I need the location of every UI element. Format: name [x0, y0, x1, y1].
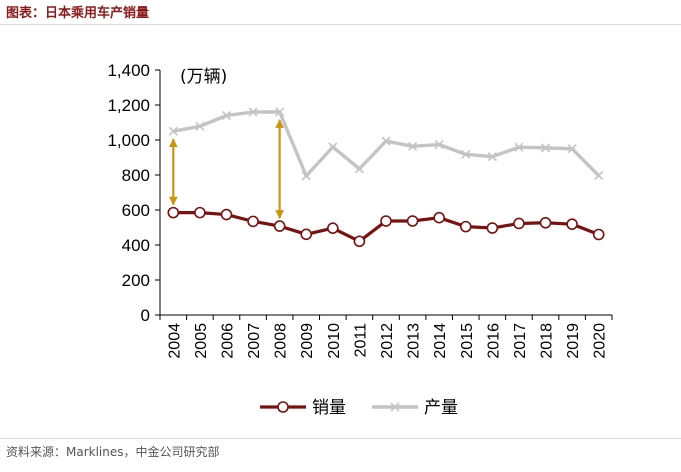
- y-tick-label: 0: [141, 306, 150, 325]
- production-point: [328, 142, 338, 152]
- chart-axes: 0 200 400 600 800 1,000 1,200 1,400 2004 2005 2006…: [107, 61, 613, 359]
- sales-point: [433, 211, 445, 224]
- production-marker-stroke: [168, 126, 178, 136]
- production-marker-stroke: [540, 143, 551, 153]
- x-tick-label: 2018: [539, 323, 556, 359]
- y-tick-label: 600: [122, 201, 150, 220]
- x-tick-label: 2014: [432, 323, 449, 359]
- sales-point: [592, 228, 605, 241]
- sales-point: [459, 220, 472, 233]
- x-tick-label: 2013: [406, 323, 423, 359]
- production-point: [487, 152, 497, 162]
- production-marker-stroke: [195, 121, 205, 131]
- chart-legend: 销量 产量: [260, 398, 458, 418]
- legend-sales-label: 销量: [312, 398, 346, 418]
- y-axis-unit-label: (万辆): [180, 67, 227, 87]
- sales-point: [513, 217, 525, 230]
- x-tick-label: 2011: [352, 323, 369, 358]
- production-marker-stroke: [248, 107, 258, 117]
- production-point: [195, 121, 205, 131]
- y-tick-label: 800: [122, 166, 150, 185]
- production-point: [381, 136, 391, 146]
- production-point: [567, 144, 577, 154]
- sales-point: [220, 208, 233, 221]
- sales-point: [566, 218, 578, 230]
- y-tick-label: 1,400: [107, 61, 150, 80]
- y-tick-label: 200: [122, 271, 150, 290]
- sales-point: [327, 222, 339, 234]
- x-tick-label: 2016: [485, 323, 502, 359]
- y-tick-label: 400: [122, 236, 150, 255]
- figure-title: 图表：日本乘用车产销量: [6, 6, 150, 21]
- sales-point: [380, 215, 392, 227]
- production-marker-stroke: [275, 107, 285, 117]
- sales-point: [353, 235, 366, 248]
- sales-point: [406, 215, 419, 227]
- chart-series: [167, 107, 605, 248]
- x-tick-label: 2005: [193, 323, 210, 359]
- line-chart: 0 200 400 600 800 1,000 1,200 1,400 2004 2005 2006…: [107, 61, 613, 418]
- production-marker-stroke: [354, 164, 364, 174]
- legend-production-marker: [390, 402, 400, 412]
- production-point: [514, 142, 524, 152]
- production-point: [301, 171, 311, 181]
- production-point: [461, 149, 471, 159]
- x-tick-label: 2012: [379, 323, 396, 359]
- production-marker-stroke: [594, 170, 604, 181]
- production-marker-stroke: [567, 144, 577, 154]
- x-tick-label: 2006: [219, 323, 236, 359]
- production-point: [408, 141, 418, 151]
- production-line: [172, 110, 600, 178]
- sales-point: [167, 206, 180, 219]
- x-tick-label: 2020: [592, 323, 609, 359]
- x-tick-label: 2017: [512, 323, 529, 359]
- production-point: [354, 164, 364, 174]
- sales-point: [247, 215, 259, 228]
- x-tick-label: 2004: [166, 323, 183, 359]
- production-point: [594, 170, 604, 181]
- source-note: 资料来源：Marklines，中金公司研究部: [6, 445, 220, 459]
- production-marker-stroke: [221, 110, 232, 121]
- production-marker-stroke: [301, 171, 311, 181]
- production-point: [434, 139, 444, 150]
- x-tick-label: 2019: [565, 323, 582, 359]
- x-tick-label: 2007: [246, 323, 263, 359]
- sales-point: [300, 228, 313, 241]
- sales-point: [486, 222, 499, 234]
- production-marker-stroke: [514, 142, 524, 152]
- x-tick-label: 2010: [326, 323, 343, 359]
- production-point: [248, 107, 258, 117]
- production-point: [275, 107, 285, 117]
- legend-production-marker-stroke: [390, 402, 400, 412]
- sales-point: [539, 216, 552, 229]
- production-marker-stroke: [328, 142, 338, 152]
- legend-production-label: 产量: [424, 398, 458, 418]
- chart-annotations: [168, 119, 285, 219]
- x-tick-label: 2008: [273, 323, 290, 359]
- x-tick-label: 2015: [459, 323, 476, 359]
- sales-point: [273, 220, 286, 232]
- legend-sales-marker: [277, 401, 289, 413]
- y-tick-label: 1,200: [107, 96, 150, 115]
- x-tick-label: 2009: [299, 323, 316, 359]
- production-marker-stroke: [461, 149, 471, 159]
- y-tick-label: 1,000: [107, 131, 150, 150]
- production-marker-stroke: [434, 139, 444, 150]
- production-point: [168, 126, 178, 136]
- production-point: [221, 110, 232, 121]
- production-marker-stroke: [487, 152, 497, 162]
- sales-point: [194, 206, 206, 219]
- bottom-divider: [0, 438, 681, 439]
- production-point: [540, 143, 551, 153]
- production-marker-stroke: [381, 136, 391, 146]
- top-divider: [0, 24, 681, 25]
- production-marker-stroke: [408, 141, 418, 151]
